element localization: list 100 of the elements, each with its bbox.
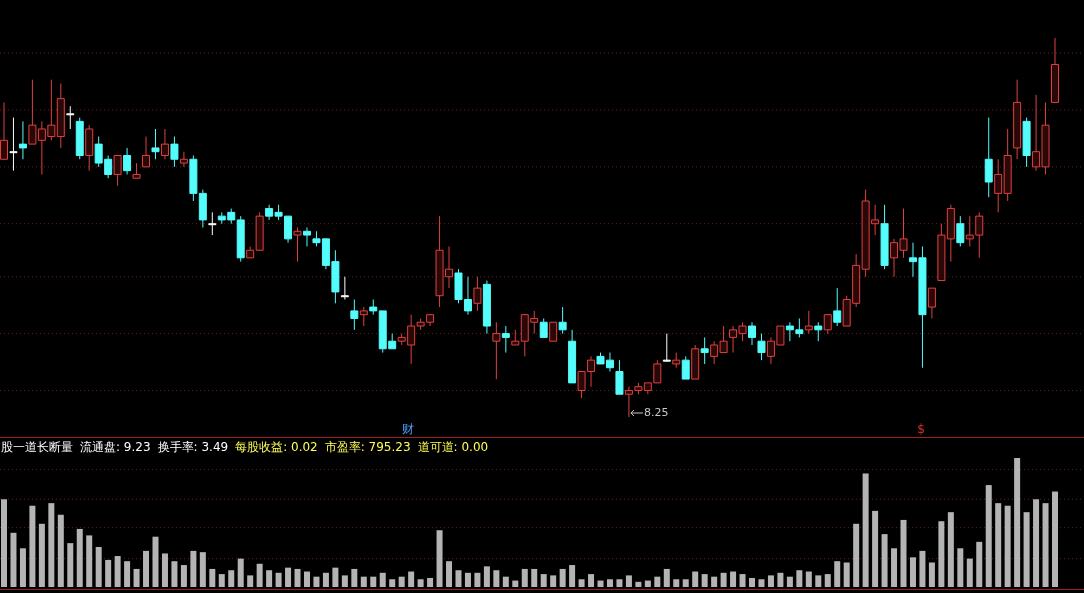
text: 换手率: 3.49	[157, 440, 229, 454]
candlestick	[681, 355, 690, 380]
candlestick	[748, 321, 757, 346]
bar	[881, 534, 888, 587]
candlestick	[9, 117, 18, 172]
bar	[105, 559, 112, 587]
candlestick	[179, 151, 188, 168]
bar	[843, 562, 850, 587]
candlestick	[558, 306, 567, 335]
candlestick	[672, 352, 681, 369]
bar	[815, 575, 822, 587]
bar	[341, 575, 348, 587]
bar	[294, 568, 301, 587]
bar	[853, 523, 860, 587]
bar	[124, 561, 131, 587]
bar	[1042, 503, 1049, 587]
bar	[786, 576, 793, 587]
bar	[739, 574, 746, 587]
bar	[550, 575, 557, 587]
bar	[370, 576, 377, 587]
bar	[796, 570, 803, 587]
bar	[720, 572, 727, 587]
bar	[947, 512, 954, 587]
candlestick	[482, 280, 491, 335]
candlestick	[568, 329, 577, 384]
candlestick	[132, 162, 141, 179]
bar	[464, 572, 471, 587]
bar	[578, 579, 585, 587]
candlestick	[814, 321, 823, 342]
bar	[862, 473, 869, 587]
text: 流通盘: 9.23	[80, 440, 151, 454]
bar	[455, 570, 462, 587]
bar	[199, 552, 206, 587]
bar	[625, 575, 632, 587]
bar	[767, 575, 774, 587]
bar	[711, 576, 718, 587]
bar	[1, 499, 7, 587]
candlestick	[75, 117, 84, 160]
bar	[966, 558, 973, 587]
candlestick	[293, 227, 302, 263]
bar	[483, 566, 490, 587]
bar	[237, 558, 244, 587]
bar	[190, 550, 197, 587]
bar	[597, 580, 604, 587]
bar	[1004, 505, 1011, 587]
bar	[701, 574, 708, 587]
bar	[247, 575, 254, 587]
bar	[493, 570, 500, 587]
candlestick	[123, 147, 132, 175]
candlestick	[501, 325, 510, 354]
bar	[824, 574, 831, 587]
bar	[682, 579, 689, 587]
bar	[588, 574, 595, 587]
bar	[67, 543, 74, 587]
bar	[1033, 499, 1040, 587]
text: 市盈率: 795.23	[324, 440, 411, 454]
candlestick	[0, 101, 8, 160]
annotation: 8.25	[643, 406, 669, 419]
text: 道可道: 0.00	[417, 440, 489, 454]
bar	[938, 521, 945, 587]
candlestick	[539, 317, 548, 338]
candlestick	[994, 158, 1003, 213]
bar	[303, 571, 310, 587]
candlestick	[833, 287, 842, 327]
bar	[909, 557, 916, 587]
bar	[256, 563, 263, 587]
bar	[360, 576, 367, 587]
candlestick	[984, 117, 993, 198]
bar	[133, 568, 140, 587]
candlestick	[18, 120, 27, 160]
candlestick	[757, 333, 766, 361]
bar	[976, 541, 983, 587]
candlestick	[691, 344, 700, 380]
candlestick	[662, 333, 671, 362]
chart-title: 股一道长断量	[1, 440, 73, 454]
bar	[1023, 512, 1030, 587]
bar	[228, 570, 235, 587]
bar	[919, 550, 926, 587]
bar	[758, 579, 765, 587]
bar	[19, 548, 26, 587]
bar	[1052, 491, 1058, 587]
candlestick	[142, 136, 151, 168]
candlestick	[350, 299, 359, 331]
candlestick	[113, 154, 122, 187]
bar	[805, 571, 812, 587]
bar	[171, 561, 178, 587]
candlestick	[151, 128, 160, 160]
candlestick	[1022, 117, 1031, 168]
candlestick	[927, 287, 936, 319]
bar	[332, 567, 339, 587]
candlestick	[85, 124, 94, 172]
bar	[834, 561, 841, 587]
bar	[502, 576, 509, 587]
candlestick	[359, 306, 368, 327]
bar	[275, 572, 282, 587]
bar	[521, 568, 528, 587]
bar	[398, 576, 405, 587]
bar	[673, 579, 680, 587]
candlestick	[1013, 79, 1022, 160]
candlestick	[56, 82, 65, 149]
